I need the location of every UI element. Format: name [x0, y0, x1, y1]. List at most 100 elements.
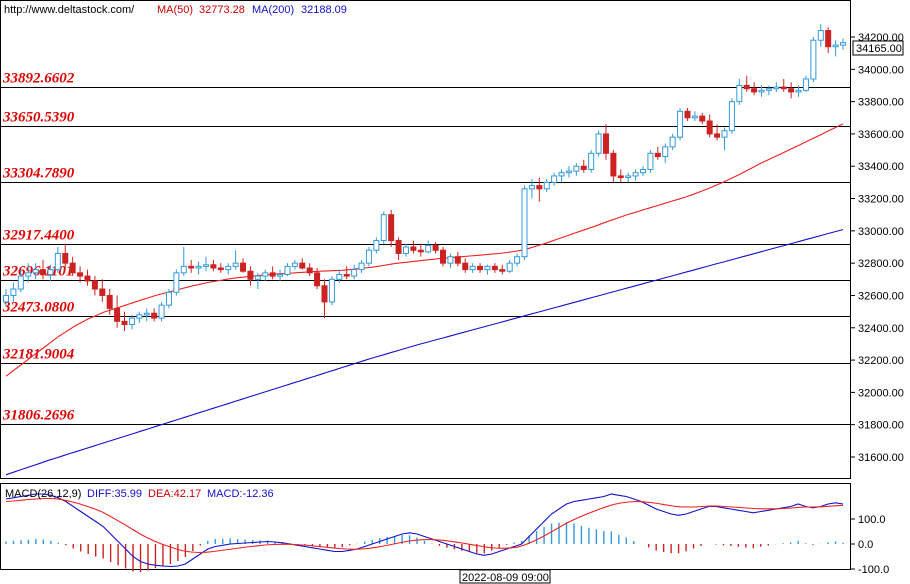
macd-value: MACD:-12.36: [207, 488, 274, 500]
candle-body: [625, 175, 632, 179]
candle-body: [195, 265, 202, 269]
y-tick-label: 31600.00: [858, 452, 904, 464]
candle-body: [558, 172, 565, 177]
site-url: http://www.deltastock.com/: [4, 4, 135, 16]
candle-body: [736, 84, 743, 103]
ma200-line: [5, 229, 844, 476]
candle-body: [499, 269, 506, 272]
candle-body: [432, 244, 439, 251]
current-price-tag: [852, 40, 904, 56]
candle-body: [99, 288, 106, 296]
candle-body: [254, 275, 261, 280]
candle-body: [521, 188, 528, 258]
candle-body: [602, 133, 609, 154]
candle-body: [610, 152, 617, 177]
candle-body: [802, 78, 809, 91]
candle-body: [143, 312, 150, 316]
candle-body: [358, 262, 365, 271]
y-tick-label: 32000.00: [858, 387, 904, 399]
candle-body: [62, 252, 69, 264]
candle-body: [617, 175, 624, 179]
candle-body: [388, 214, 395, 242]
candle-body: [551, 175, 558, 183]
candle-body: [314, 272, 321, 287]
time-label-box: [459, 569, 551, 584]
level-label: 31806.2696: [2, 408, 75, 424]
candle-body: [47, 269, 54, 275]
candle-body: [173, 272, 180, 293]
y-tick-label: 31800.00: [858, 420, 904, 432]
candle-body: [188, 265, 195, 269]
candle-body: [291, 262, 298, 267]
y-tick-label: 33000.00: [858, 226, 904, 238]
candle-body: [484, 265, 491, 271]
candle-body: [306, 267, 313, 274]
candle-body: [425, 244, 432, 253]
candle-body: [506, 262, 513, 272]
y-tick-label: 33800.00: [858, 97, 904, 109]
ma50-label: MA(50): [157, 4, 193, 16]
candle-body: [491, 265, 498, 271]
candle-body: [684, 110, 691, 119]
candle-body: [758, 89, 765, 93]
macd-tick-label: 0.0: [858, 539, 873, 551]
candle-body: [225, 265, 232, 271]
candle-body: [402, 246, 409, 254]
candle-body: [128, 317, 135, 326]
candle-body: [536, 185, 543, 190]
y-tick-label: 33400.00: [858, 161, 904, 173]
candle-body: [514, 256, 521, 264]
candle-body: [677, 110, 684, 138]
candle-body: [114, 307, 121, 322]
candle-body: [343, 273, 350, 277]
candle-body: [284, 265, 291, 275]
candle-body: [765, 88, 772, 91]
level-label: 33650.5390: [2, 110, 75, 126]
candle-body: [180, 265, 187, 274]
candle-body: [395, 240, 402, 254]
candle-body: [543, 181, 550, 190]
candle-body: [528, 185, 535, 190]
price-axis: 34200.0034000.0033800.0033600.0033400.00…: [850, 32, 904, 464]
candle-body: [328, 278, 335, 303]
candle-body: [454, 256, 461, 264]
current-price: 34165.00: [856, 43, 902, 55]
y-tick-label: 32200.00: [858, 355, 904, 367]
macd-tick-label: -100.0: [858, 564, 889, 576]
candle-body: [136, 314, 143, 319]
candle-body: [477, 265, 484, 271]
candle-body: [54, 252, 61, 271]
candle-body: [106, 294, 113, 309]
level-label: 33304.7890: [2, 166, 75, 182]
y-tick-label: 33600.00: [858, 129, 904, 141]
candle-body: [240, 262, 247, 272]
level-label: 32917.4400: [2, 228, 75, 244]
y-tick-label: 33200.00: [858, 194, 904, 206]
candle-body: [380, 214, 387, 242]
candle-body: [743, 84, 750, 90]
candle-body: [469, 265, 476, 271]
candle-body: [158, 304, 165, 319]
candle-body: [336, 273, 343, 280]
ma50-line: [5, 123, 844, 377]
candle-body: [321, 285, 328, 303]
level-lines: 33892.6602 33650.5390 33304.7890 32917.4400…: [1, 71, 850, 425]
y-tick-label: 32800.00: [858, 258, 904, 270]
candle-body: [817, 30, 824, 41]
level-label: 32473.0800: [2, 300, 75, 316]
macd-axis: 100.0 0.0 -100.0: [850, 514, 889, 576]
candle-body: [247, 270, 254, 280]
candle-body: [165, 291, 172, 306]
price-panel: [0, 0, 851, 479]
y-tick-label: 34000.00: [858, 64, 904, 76]
time-label: 2022-08-09 09:00: [462, 572, 549, 584]
macd-dea: DEA:42.17: [148, 488, 201, 500]
candle-body: [299, 262, 306, 269]
candle-body: [810, 39, 817, 80]
macd-panel: [0, 483, 851, 570]
candle-body: [699, 115, 706, 122]
candles: [3, 24, 846, 331]
candle-body: [32, 269, 39, 274]
diff-line: [5, 493, 844, 568]
candle-body: [795, 89, 802, 93]
